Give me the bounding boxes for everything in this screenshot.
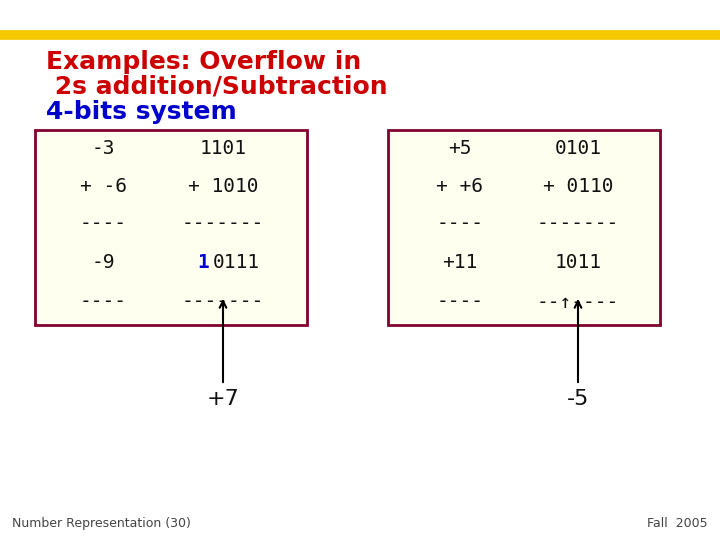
Text: +5: +5 (449, 138, 472, 158)
Text: Fall  2005: Fall 2005 (647, 517, 708, 530)
Text: +7: +7 (207, 389, 239, 409)
Text: -9: -9 (91, 253, 114, 272)
Text: -------: ------- (182, 293, 264, 312)
Text: 2s addition/Subtraction: 2s addition/Subtraction (46, 75, 387, 99)
Text: ----: ---- (436, 214, 484, 233)
Text: 0101: 0101 (554, 138, 601, 158)
Bar (35, 130, 307, 325)
Text: -------: ------- (182, 214, 264, 233)
Bar (388, 130, 660, 325)
Text: ----: ---- (79, 293, 127, 312)
Text: -------: ------- (537, 214, 619, 233)
Text: -5: -5 (567, 389, 589, 409)
Text: Examples: Overflow in: Examples: Overflow in (46, 50, 361, 74)
Text: 1011: 1011 (554, 253, 601, 272)
Text: +11: +11 (442, 253, 477, 272)
Text: + 0110: + 0110 (543, 177, 613, 195)
Text: --↑----: --↑---- (537, 293, 619, 312)
Text: ----: ---- (436, 293, 484, 312)
Text: ----: ---- (79, 214, 127, 233)
Text: 1: 1 (197, 253, 209, 272)
Text: 0111: 0111 (213, 253, 260, 272)
Text: Number Representation (30): Number Representation (30) (12, 517, 191, 530)
Text: + 1010: + 1010 (188, 177, 258, 195)
Text: -3: -3 (91, 138, 114, 158)
Text: + +6: + +6 (436, 177, 484, 195)
Text: + -6: + -6 (79, 177, 127, 195)
Text: 4-bits system: 4-bits system (46, 100, 237, 124)
Text: 1101: 1101 (199, 138, 246, 158)
